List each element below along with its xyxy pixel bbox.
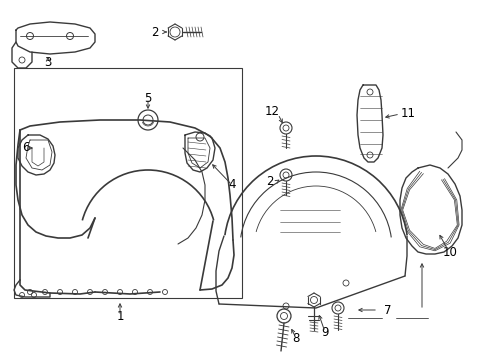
Text: 4: 4 — [228, 179, 235, 192]
Text: 1: 1 — [116, 310, 123, 323]
Text: 8: 8 — [292, 332, 299, 345]
Text: 9: 9 — [321, 325, 328, 338]
Text: 2: 2 — [151, 26, 159, 39]
Text: 6: 6 — [22, 141, 30, 154]
Text: 11: 11 — [400, 108, 415, 121]
Text: 7: 7 — [384, 303, 391, 316]
Text: 10: 10 — [442, 246, 456, 258]
Bar — [14, 68, 242, 298]
Text: 2: 2 — [265, 175, 273, 189]
Text: 5: 5 — [144, 91, 151, 104]
Text: 12: 12 — [264, 105, 279, 118]
Text: 3: 3 — [44, 55, 52, 68]
